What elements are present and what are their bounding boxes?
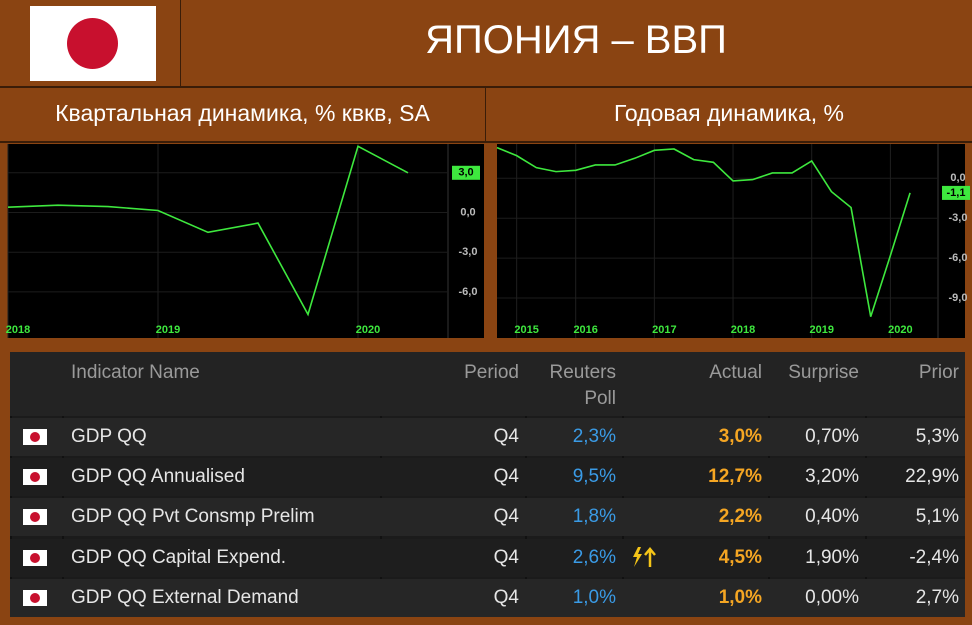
cell: 3,20%	[805, 466, 859, 488]
table: Indicator Name Period Reuters Poll Actual Su…	[10, 352, 965, 617]
cell: 9,5%	[572, 466, 616, 488]
divider	[180, 0, 181, 86]
plot-area	[497, 144, 965, 338]
cell: Q4	[493, 426, 519, 447]
cell: 2,2%	[718, 506, 762, 528]
value-tag	[452, 165, 480, 180]
y-tick-label: 0,0	[950, 172, 965, 184]
value-label: 3,0	[458, 167, 473, 179]
x-tick-label: 2018	[731, 324, 755, 336]
cell: 2,7%	[915, 586, 959, 608]
flag-icon	[23, 589, 47, 606]
cell: 1,8%	[572, 506, 616, 528]
cell: GDP QQ Annualised	[71, 466, 245, 488]
x-tick-label: 2018	[6, 324, 30, 336]
divider	[0, 141, 972, 143]
plot-area	[8, 144, 484, 338]
x-tick-label: 2017	[652, 324, 676, 336]
charts: 3,00,0-3,0-6,02018201920203,00,0-3,0-6,0…	[6, 144, 970, 338]
cell: 1,90%	[805, 546, 859, 568]
cell: 1,0%	[572, 586, 616, 608]
cell: 22,9%	[905, 466, 959, 488]
header-row	[10, 352, 965, 416]
cell: 4,5%	[718, 546, 762, 568]
line	[496, 146, 911, 317]
x-tick-label: 2015	[514, 324, 538, 336]
cell: 1,0%	[718, 586, 762, 608]
y-tick-label: 0,0	[460, 206, 475, 218]
y-tick-label: -3,0	[949, 212, 968, 224]
chart-title: Квартальная динамика, % квкв, SA	[55, 100, 430, 126]
page-title: ЯПОНИЯ – ВВП	[425, 18, 727, 62]
cell: Q4	[493, 586, 519, 608]
x-tick-label: 2020	[888, 324, 912, 336]
cell: Q4	[493, 466, 519, 488]
x-tick-label: 2019	[809, 324, 833, 336]
value-label: -1,1	[947, 187, 966, 199]
cell: 3,0%	[718, 426, 762, 447]
value-tag	[942, 185, 970, 200]
column-header: Indicator Name	[71, 362, 200, 383]
chart-title: Годовая динамика, %	[613, 100, 845, 126]
cell: -2,4%	[909, 546, 959, 568]
cell: 5,3%	[915, 426, 959, 447]
y-tick-label: -3,0	[459, 246, 478, 258]
column-header: Reuters Poll	[549, 362, 616, 409]
cell: GDP QQ External Demand	[71, 586, 299, 608]
row	[10, 498, 965, 537]
x-tick-label: 2020	[356, 324, 380, 336]
flag-icon	[23, 549, 47, 566]
line	[7, 145, 409, 317]
y-tick-label: -9,0	[949, 292, 968, 304]
cell: GDP QQ Pvt Consmp Prelim	[71, 506, 315, 528]
flag-icon	[23, 429, 47, 445]
column-header: Period	[464, 362, 519, 383]
cell: 12,7%	[708, 466, 762, 488]
row	[10, 578, 965, 617]
column-header: Prior	[918, 362, 959, 383]
cell: 2,6%	[572, 546, 616, 568]
flag-icon	[23, 469, 47, 486]
flag-icon	[23, 509, 47, 526]
cell: GDP QQ	[71, 426, 147, 447]
cell: 0,40%	[805, 506, 859, 528]
cell: Q4	[493, 506, 519, 528]
cell: 2,3%	[572, 426, 616, 447]
flag	[30, 6, 156, 81]
row	[10, 418, 965, 456]
column-header: Actual	[709, 362, 762, 383]
column-header: Surprise	[788, 362, 859, 383]
cell: GDP QQ Capital Expend.	[71, 546, 287, 568]
cell: 5,1%	[915, 506, 959, 528]
row	[10, 538, 965, 577]
divider	[0, 86, 972, 88]
surprise-icon	[630, 546, 660, 568]
y-tick-label: -6,0	[459, 286, 478, 298]
divider	[485, 86, 486, 142]
row	[10, 458, 965, 497]
cell: 0,70%	[805, 426, 859, 447]
y-tick-label: -6,0	[949, 252, 968, 264]
cell: Q4	[493, 546, 519, 568]
cell: 0,00%	[805, 586, 859, 608]
x-tick-label: 2016	[573, 324, 597, 336]
x-tick-label: 2019	[156, 324, 180, 336]
